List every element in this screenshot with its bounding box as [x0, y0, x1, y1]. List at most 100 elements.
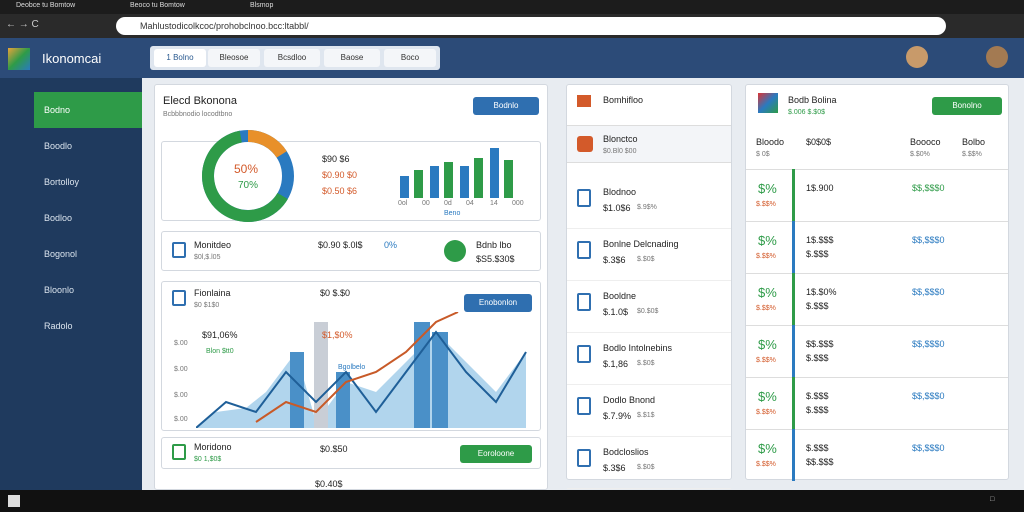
list-item[interactable]: Bodcloslios $.3$6 $.$0$ — [567, 441, 731, 489]
list-header: Bomhifloo — [603, 95, 644, 105]
row-value: $.$$$ — [806, 391, 829, 401]
button[interactable]: Bonolno — [932, 97, 1002, 115]
item-title: Blodnoo — [603, 187, 637, 197]
row-sub: $.$$% — [756, 357, 776, 364]
item-title: Blonctco — [603, 134, 638, 144]
row-percent: $% — [758, 181, 777, 196]
list-item[interactable]: Bodlo Intolnebins $.1,86 $.$0$ — [567, 337, 731, 385]
item-title: Bodcloslios — [603, 447, 649, 457]
trend-chart — [196, 312, 527, 428]
toolbar-button[interactable]: 1 Bolno — [154, 49, 206, 67]
item-value: $.1.0$ — [603, 307, 629, 317]
bar-label: 0ol — [398, 200, 408, 207]
list-item[interactable]: Blodnoo $1.0$6 $.9$% — [567, 181, 731, 229]
nav-item[interactable]: Bodno — [34, 92, 142, 128]
list-item[interactable]: Bonlne Delcnading $.3$6 $.$0$ — [567, 233, 731, 281]
avatar[interactable] — [906, 46, 928, 68]
avatar[interactable] — [986, 46, 1008, 68]
title: Monitdeo — [194, 240, 232, 250]
column-header: Boooco — [910, 137, 941, 147]
toolbar-button[interactable]: Boco — [384, 49, 436, 67]
icon — [172, 290, 186, 306]
item-title: Bodlo Intolnebins — [603, 343, 673, 353]
donut-label: 50% — [234, 162, 259, 176]
row-marker — [792, 221, 795, 273]
bar-label: 0d — [444, 200, 452, 207]
item-change: $.9$% — [637, 204, 657, 211]
address-bar[interactable]: Mahlustodicolkcoc/prohobclnoo.bcc:ltabbl… — [116, 17, 946, 35]
tab[interactable]: Beoco tu Bomtow — [130, 2, 185, 9]
subtitle: $0 1,$0$ — [194, 456, 222, 463]
nav-item[interactable]: Bortolloy — [44, 177, 80, 187]
y-label: $.00 — [174, 416, 188, 423]
start-button[interactable] — [8, 495, 20, 507]
selected-item[interactable]: Blonctco $0.Bl0 $00 — [567, 125, 731, 163]
nav-item[interactable]: Bodloo — [44, 213, 73, 223]
nav-item[interactable]: Radolo — [44, 321, 73, 331]
bar — [336, 372, 350, 428]
table-panel: Bodb Bolina $.006 $.$0$ Bonolno Bloodo $ … — [745, 84, 1009, 481]
icon — [577, 95, 591, 107]
row-divider — [746, 221, 1008, 222]
extra: $0.40$ — [315, 479, 343, 489]
list-panel: Bomhifloo Blonctco $0.Bl0 $00 Blodnoo $1.… — [566, 84, 732, 489]
list-item[interactable]: Booldne $.1.0$ $0.$0$ — [567, 285, 731, 333]
icon — [577, 345, 591, 363]
row-value: $$.$$$ — [806, 457, 834, 467]
stat: $0 $.$0 — [320, 288, 351, 298]
row-divider — [746, 169, 1008, 170]
button[interactable]: Enobonlon — [464, 294, 532, 312]
icon — [758, 93, 778, 113]
item-value: $.3$6 — [603, 463, 626, 473]
button[interactable]: Eoroloone — [460, 445, 532, 463]
item-change: $.$0$ — [637, 360, 655, 367]
column-header: $ 0$ — [756, 151, 770, 158]
button[interactable]: Bodnlo — [473, 97, 539, 115]
bar-label: 04 — [466, 200, 474, 207]
mini-bar-chart — [400, 148, 513, 198]
url: Mahlustodicolkcoc/prohobclnoo.bcc:ltabbl… — [140, 21, 309, 31]
item-value: $.7.9% — [603, 411, 632, 421]
row-marker — [792, 169, 795, 221]
app-name: Ikonomcai — [42, 51, 102, 66]
tab[interactable]: Deobce tu Bomtow — [16, 2, 76, 9]
icon — [577, 241, 591, 259]
list-item[interactable]: Dodlo Bnond $.7.9% $.$1$ — [567, 389, 731, 437]
bar — [432, 332, 448, 428]
summary-card: Monitdeo $0l,$.l05 $0.90 $.0l$ 0% Bdnb l… — [161, 231, 541, 271]
column-header: $.$0% — [910, 151, 930, 158]
stat: $0.90 $0 — [322, 170, 358, 180]
column-header: $.$$% — [962, 151, 982, 158]
row-value: $.$$$ — [806, 353, 829, 363]
row-amount: $$,$$$0 — [912, 235, 945, 245]
nav-buttons[interactable]: ← → C — [6, 19, 39, 30]
stat: $0.90 $.0l$ — [318, 240, 363, 250]
line — [196, 330, 527, 428]
donut-ring — [202, 130, 294, 222]
label: Bdnb lbo — [476, 240, 512, 250]
row-amount: $$,$$$0 — [912, 183, 945, 193]
tab[interactable]: Blsmop — [250, 2, 274, 9]
bar-label: 00 — [422, 200, 430, 207]
item-change: $0.$0$ — [637, 308, 659, 315]
row-amount: $$,$$$0 — [912, 391, 945, 401]
row-sub: $.$$% — [756, 253, 776, 260]
row-divider — [746, 429, 1008, 430]
icon — [577, 449, 591, 467]
toolbar-button[interactable]: Bcsdloo — [264, 49, 320, 67]
nav-item[interactable]: Bloonlo — [44, 285, 75, 295]
row-divider — [746, 273, 1008, 274]
footer-card: Moridono $0 1,$0$ $0.$50 Eoroloone — [161, 437, 541, 469]
toolbar-button[interactable]: Baose — [324, 49, 380, 67]
row-sub: $.$$% — [756, 409, 776, 416]
nav-item[interactable]: Boodlo — [44, 141, 73, 151]
toolbar-button[interactable]: Bleosoe — [208, 49, 260, 67]
address-row: ← → C Mahlustodicolkcoc/prohobclnoo.bcc:… — [0, 14, 1024, 38]
nav-item[interactable]: Bogonol — [44, 249, 78, 259]
item-title: Booldne — [603, 291, 637, 301]
tab-bar: Deobce tu Bomtow Beoco tu Bomtow Blsmop — [0, 0, 1024, 14]
subtitle: Bcbbbnodio locodtbno — [163, 111, 233, 118]
item-value: $1.0$6 — [603, 203, 631, 213]
item-subtitle: $0.Bl0 $00 — [603, 148, 637, 155]
